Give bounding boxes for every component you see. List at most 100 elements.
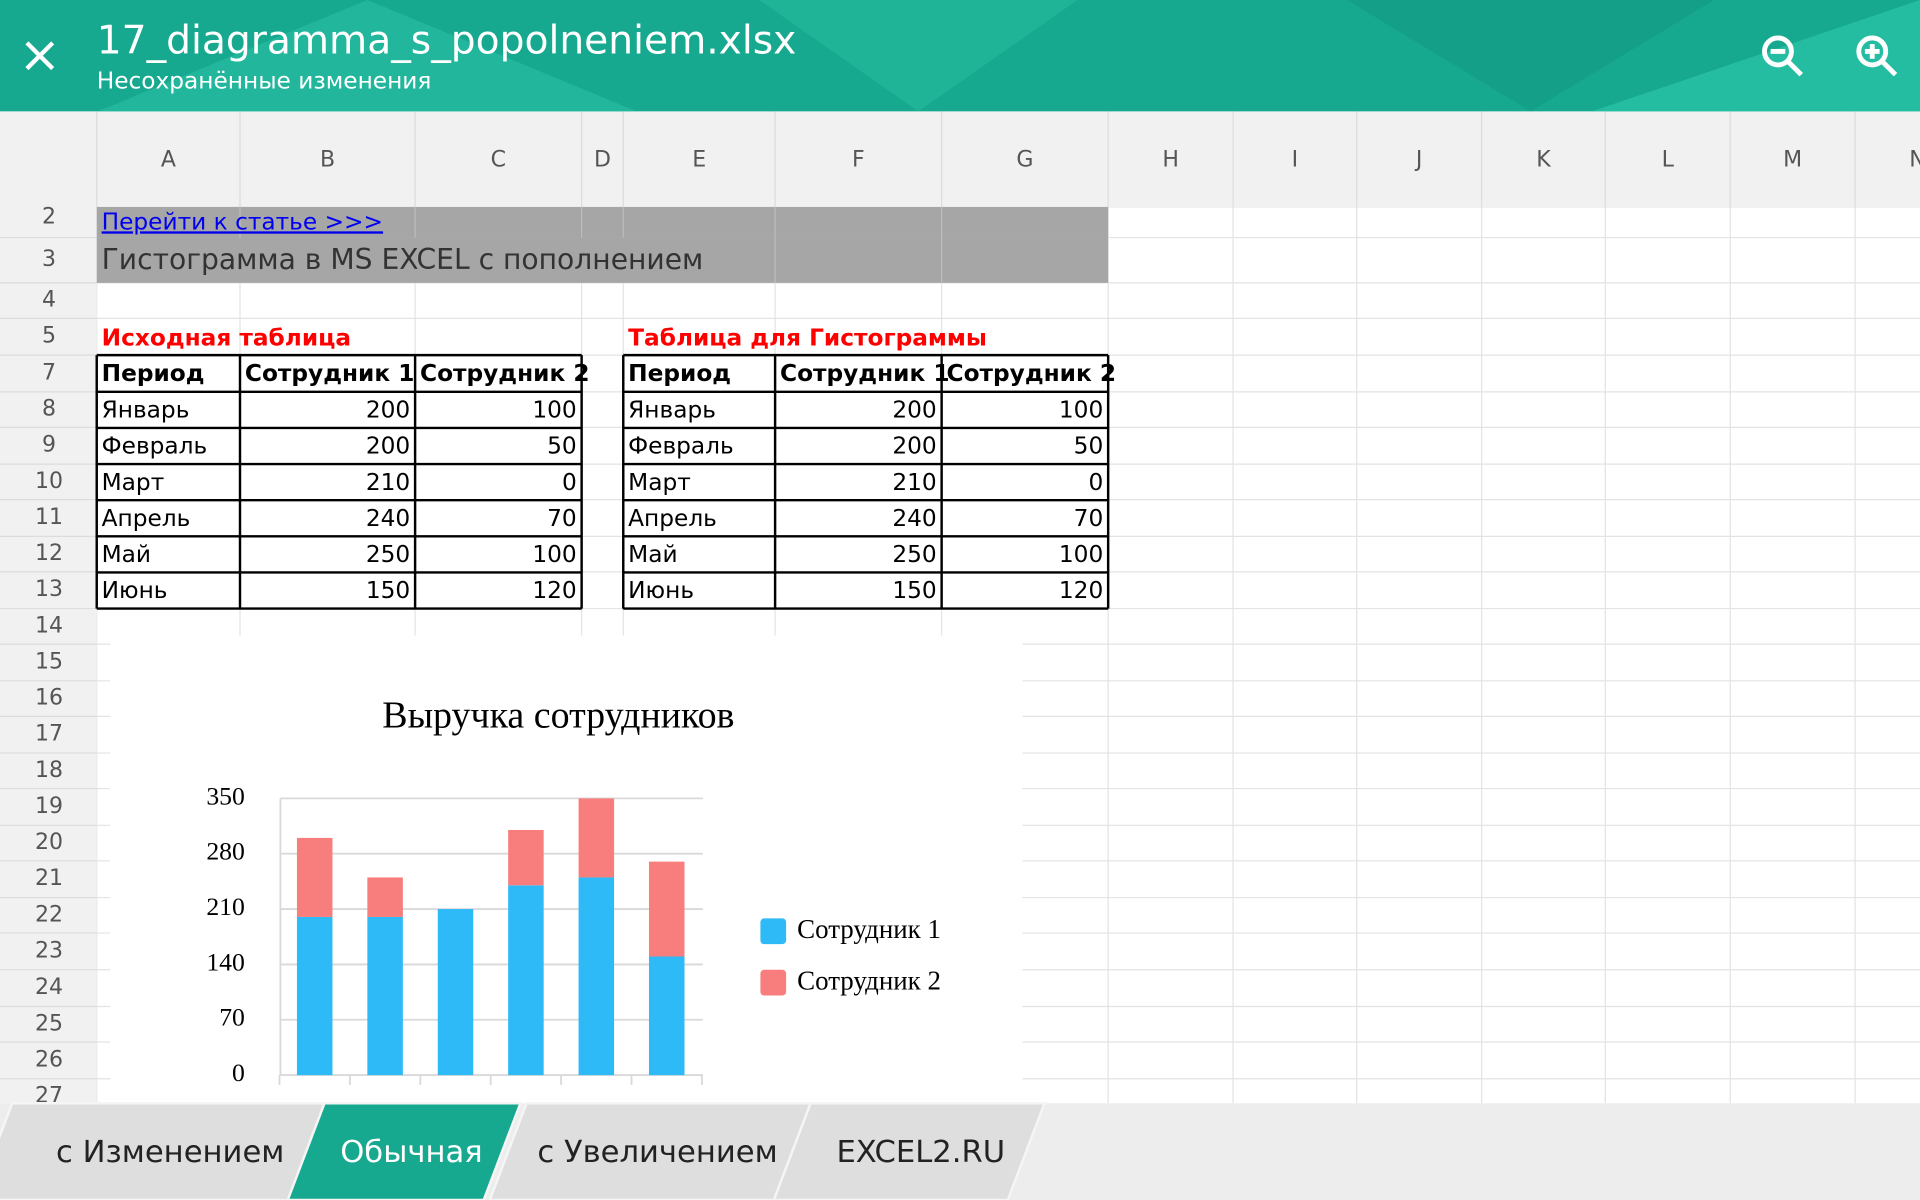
link-row-fill — [96, 206, 1109, 238]
table-cell-label: Май — [628, 541, 677, 568]
table-cell-number: 70 — [1074, 505, 1104, 532]
row-number: 7 — [42, 360, 56, 385]
column-header-bar — [0, 111, 1920, 207]
row-number: 4 — [42, 288, 56, 313]
table-cell-number: 50 — [547, 433, 577, 460]
y-tick-label: 210 — [206, 892, 245, 921]
row-number: 19 — [35, 794, 63, 819]
row-number: 23 — [35, 938, 63, 963]
bar-segment — [508, 829, 544, 886]
column-letter: A — [161, 147, 176, 172]
table-cell-label: Январь — [102, 397, 190, 424]
file-title: 17_diagramma_s_popolneniem.xlsx — [97, 18, 797, 63]
table-cell-number: 250 — [892, 541, 936, 568]
decor — [759, 0, 1078, 112]
sheet-tab-label[interactable]: с Изменением — [56, 1135, 284, 1170]
app-bar: 17_diagramma_s_popolneniem.xlsx Несохран… — [0, 0, 1920, 112]
row-number: 14 — [35, 613, 63, 638]
row-number: 8 — [42, 397, 56, 422]
table-header: Период — [628, 360, 731, 387]
table-cell-number: 200 — [892, 397, 936, 424]
file-subtitle: Несохранённые изменения — [97, 68, 432, 95]
table-cell-number: 100 — [1059, 541, 1103, 568]
sheet-heading: Гистограмма в MS EXCEL с пополнением — [102, 243, 704, 276]
table-header: Сотрудник 1 — [245, 360, 414, 387]
table-caption: Таблица для Гистограммы — [628, 325, 987, 352]
row-number: 10 — [35, 469, 63, 494]
column-letter: N — [1909, 147, 1920, 172]
sheet-tab-label[interactable]: EXCEL2.RU — [836, 1135, 1005, 1170]
row-number: 13 — [35, 577, 63, 602]
bar-segment — [296, 837, 333, 917]
bar-segment — [437, 909, 474, 1076]
bar-segment — [296, 916, 333, 1076]
row-number: 16 — [35, 686, 63, 711]
row-number: 5 — [42, 324, 56, 349]
decor — [1591, 0, 1920, 112]
table-cell-number: 120 — [532, 577, 576, 604]
article-link[interactable]: Перейти к статье >>> — [102, 208, 383, 235]
table-cell-label: Март — [628, 469, 691, 496]
bar-segment — [367, 877, 403, 917]
table-cell-number: 200 — [892, 433, 936, 460]
sheet-tabs: с Изменением Обычная с Увеличением EXCEL2.R… — [0, 1102, 1920, 1200]
zoom-out-button[interactable] — [1762, 35, 1803, 77]
table-cell-number: 240 — [892, 505, 936, 532]
row-number: 17 — [35, 722, 63, 747]
table-cell-label: Февраль — [102, 433, 208, 460]
table-cell-number: 210 — [366, 469, 410, 496]
bar-segment — [648, 861, 685, 957]
zoom-in-button[interactable] — [1856, 35, 1898, 77]
row-number: 3 — [42, 247, 56, 272]
chart-area — [110, 635, 1023, 1104]
column-letter: F — [852, 147, 865, 172]
row-number: 12 — [35, 541, 63, 566]
row-number: 15 — [35, 649, 63, 674]
bar-segment — [508, 885, 544, 1076]
legend-swatch — [760, 969, 787, 996]
bar-segment — [578, 798, 615, 878]
table-cell-number: 70 — [547, 505, 577, 532]
table-cell-label: Январь — [628, 397, 716, 424]
table-header: Сотрудник 2 — [947, 360, 1117, 387]
chart: Выручка сотрудников 0 70 140 210 280 350 Сотруд… — [110, 635, 1023, 1104]
sheet-tab[interactable] — [772, 1102, 1047, 1200]
chart-title: Выручка сотрудников — [382, 694, 734, 736]
legend-label: Сотрудник 2 — [797, 965, 941, 995]
y-tick-label: 70 — [219, 1003, 245, 1032]
row-number: 26 — [35, 1047, 63, 1072]
bar-segment — [578, 877, 615, 1076]
decor — [97, 0, 637, 112]
column-letter: B — [320, 147, 335, 172]
table-cell-number: 210 — [892, 469, 936, 496]
y-tick-label: 140 — [206, 947, 245, 976]
row-number: 11 — [35, 505, 63, 530]
row-number: 25 — [35, 1011, 63, 1036]
table-cell-number: 120 — [1059, 577, 1103, 604]
table-cell-number: 0 — [1088, 469, 1103, 496]
row-number: 9 — [42, 433, 56, 458]
table-cell-number: 0 — [562, 469, 577, 496]
row-number: 22 — [35, 902, 63, 927]
table-caption: Исходная таблица — [102, 325, 351, 352]
sheet-tab-label[interactable]: Обычная — [340, 1135, 482, 1170]
column-letter: H — [1162, 147, 1179, 172]
table-cell-number: 250 — [366, 541, 410, 568]
column-letter: D — [594, 147, 611, 172]
table-cell-label: Июнь — [628, 577, 694, 604]
bar-segment — [367, 916, 403, 1076]
table-cell-label: Апрель — [102, 505, 191, 532]
sheet-tab-label[interactable]: с Увеличением — [537, 1135, 777, 1170]
row-number: 18 — [35, 758, 63, 783]
y-tick-label: 0 — [232, 1058, 245, 1087]
column-letter: M — [1783, 147, 1802, 172]
legend-swatch — [760, 918, 787, 945]
table-fill — [623, 355, 1109, 609]
table-header: Сотрудник 1 — [780, 360, 950, 387]
table-header: Период — [102, 360, 205, 387]
column-letter: G — [1016, 147, 1033, 172]
close-button[interactable] — [25, 41, 55, 71]
sheet-tab[interactable] — [286, 1102, 523, 1200]
bar-segment — [648, 956, 685, 1076]
